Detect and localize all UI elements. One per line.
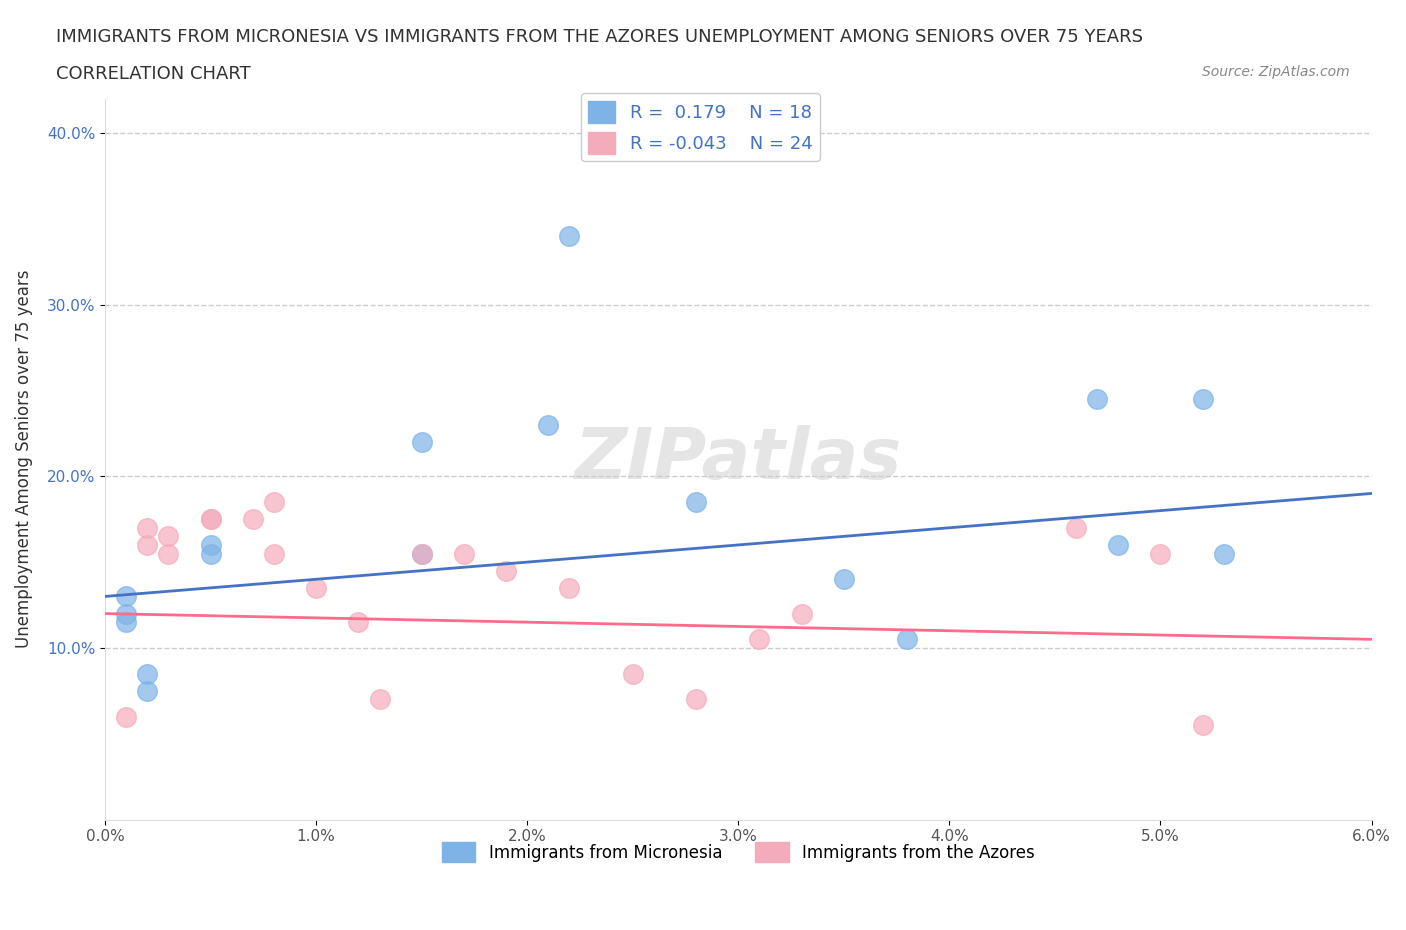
Point — [1149, 546, 1171, 561]
Y-axis label: Unemployment Among Seniors over 75 years: Unemployment Among Seniors over 75 years — [15, 270, 32, 648]
Point — [1191, 718, 1213, 733]
Point — [411, 434, 433, 449]
Point — [157, 546, 180, 561]
Text: CORRELATION CHART: CORRELATION CHART — [56, 65, 252, 83]
Point — [242, 512, 264, 526]
Point — [453, 546, 475, 561]
Text: Source: ZipAtlas.com: Source: ZipAtlas.com — [1202, 65, 1350, 79]
Point — [411, 546, 433, 561]
Point — [263, 546, 285, 561]
Point — [1064, 520, 1087, 535]
Point — [115, 615, 138, 630]
Legend: Immigrants from Micronesia, Immigrants from the Azores: Immigrants from Micronesia, Immigrants f… — [436, 835, 1042, 869]
Point — [558, 229, 581, 244]
Point — [200, 512, 222, 526]
Point — [136, 666, 159, 681]
Point — [685, 495, 707, 510]
Point — [832, 572, 855, 587]
Point — [157, 529, 180, 544]
Point — [263, 495, 285, 510]
Point — [1107, 538, 1129, 552]
Point — [115, 606, 138, 621]
Point — [200, 538, 222, 552]
Point — [790, 606, 813, 621]
Point — [1212, 546, 1234, 561]
Point — [1085, 392, 1108, 406]
Point — [136, 538, 159, 552]
Point — [558, 580, 581, 595]
Point — [537, 418, 560, 432]
Point — [685, 692, 707, 707]
Text: ZIPatlas: ZIPatlas — [575, 425, 903, 494]
Point — [115, 589, 138, 604]
Point — [411, 546, 433, 561]
Point — [621, 666, 644, 681]
Point — [495, 564, 517, 578]
Point — [1191, 392, 1213, 406]
Point — [200, 512, 222, 526]
Point — [305, 580, 328, 595]
Point — [896, 631, 918, 646]
Point — [347, 615, 370, 630]
Point — [136, 520, 159, 535]
Point — [748, 631, 770, 646]
Text: IMMIGRANTS FROM MICRONESIA VS IMMIGRANTS FROM THE AZORES UNEMPLOYMENT AMONG SENI: IMMIGRANTS FROM MICRONESIA VS IMMIGRANTS… — [56, 28, 1143, 46]
Point — [200, 546, 222, 561]
Point — [368, 692, 391, 707]
Point — [136, 684, 159, 698]
Point — [115, 710, 138, 724]
